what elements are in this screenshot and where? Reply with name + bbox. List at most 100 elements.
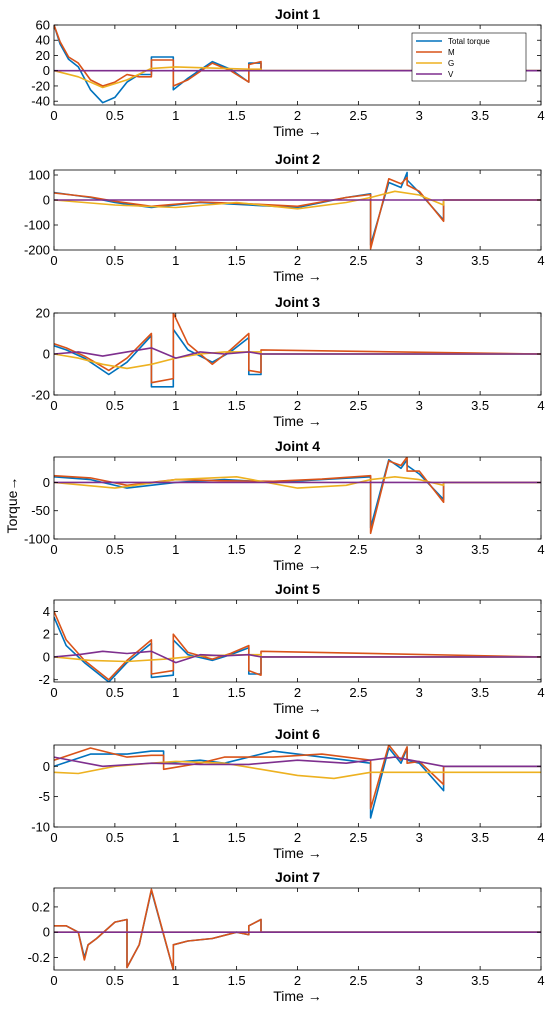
- series-line-total-torque: [54, 747, 541, 819]
- y-tick-label: 40: [36, 33, 50, 48]
- series-line-g: [54, 351, 541, 370]
- panel-title: Joint 2: [275, 151, 320, 167]
- panel-title: Joint 3: [275, 294, 320, 310]
- x-tick-label: 1: [172, 108, 179, 123]
- x-tick-label: 0: [50, 108, 57, 123]
- x-tick-label: 4: [537, 253, 544, 268]
- x-tick-label: 2: [294, 830, 301, 845]
- legend-label-g: G: [448, 59, 454, 68]
- legend-label-m: M: [448, 48, 455, 57]
- plot-area: [54, 888, 541, 970]
- panel-title: Joint 5: [275, 581, 320, 597]
- plot-area: [54, 745, 541, 827]
- y-tick-label: 4: [43, 604, 50, 619]
- x-tick-label: 4: [537, 108, 544, 123]
- x-tick-label: 4: [537, 398, 544, 413]
- x-tick-label: 1: [172, 398, 179, 413]
- x-axis-label: Time →: [273, 845, 321, 861]
- x-tick-label: 0.5: [106, 685, 124, 700]
- x-tick-label: 2: [294, 685, 301, 700]
- x-tick-label: 4: [537, 830, 544, 845]
- panel-title: Joint 1: [275, 6, 320, 22]
- x-tick-label: 0: [50, 253, 57, 268]
- x-tick-label: 1.5: [228, 685, 246, 700]
- x-tick-label: 1: [172, 253, 179, 268]
- y-tick-label: -10: [31, 820, 50, 835]
- y-tick-label: -200: [24, 243, 50, 258]
- panel-title: Joint 4: [275, 438, 320, 454]
- x-tick-label: 2.5: [349, 108, 367, 123]
- x-tick-label: 3.5: [471, 108, 489, 123]
- x-tick-label: 4: [537, 685, 544, 700]
- x-tick-label: 1: [172, 542, 179, 557]
- y-tick-label: -5: [38, 789, 50, 804]
- x-tick-label: 0.5: [106, 542, 124, 557]
- panel-title: Joint 7: [275, 869, 320, 885]
- series-line-g: [54, 66, 541, 89]
- series-group: [54, 888, 541, 970]
- panel-joint-4: Joint 4 0 0.5 1 1.5 2 2.5 3 3.5 4 -100 -50 0 Time →: [24, 438, 545, 573]
- y-tick-label: 60: [36, 18, 50, 33]
- panel-joint-1: Joint 10 0.5 1 1.5 2 2.5 3 3.5 4-40-200204060Tim…: [31, 6, 544, 139]
- x-tick-label: 3: [416, 973, 423, 988]
- x-tick-label: 1.5: [228, 398, 246, 413]
- x-tick-label: 2.5: [349, 398, 367, 413]
- x-tick-label: 0: [50, 398, 57, 413]
- x-tick-label: 3.5: [471, 685, 489, 700]
- series-group: [54, 313, 541, 388]
- x-tick-label: 2: [294, 542, 301, 557]
- series-group: [54, 25, 541, 104]
- x-axis-label: Time →: [273, 268, 321, 284]
- x-axis-label: Time →: [273, 700, 321, 716]
- x-tick-label: 3: [416, 542, 423, 557]
- x-axis-label: Time →: [273, 988, 321, 1004]
- panel-title: Joint 6: [275, 726, 320, 742]
- y-tick-label: -100: [24, 532, 50, 547]
- x-tick-label: 0: [50, 542, 57, 557]
- x-tick-label: 1: [172, 973, 179, 988]
- x-tick-label: 3: [416, 685, 423, 700]
- x-tick-label: 3: [416, 830, 423, 845]
- x-tick-label: 0: [50, 830, 57, 845]
- legend-label-total-torque: Total torque: [448, 37, 490, 46]
- x-tick-label: 1: [172, 685, 179, 700]
- y-tick-label: -2: [38, 672, 50, 687]
- x-tick-label: 2: [294, 973, 301, 988]
- x-tick-label: 2.5: [349, 253, 367, 268]
- series-line-v: [54, 756, 541, 768]
- series-line-v: [54, 650, 541, 664]
- x-tick-label: 2: [294, 398, 301, 413]
- x-tick-label: 3: [416, 253, 423, 268]
- plot-area: [54, 457, 541, 539]
- y-tick-label: 0: [43, 649, 50, 664]
- y-tick-label: 2: [43, 627, 50, 642]
- series-line-m: [54, 888, 541, 970]
- x-tick-label: 0.5: [106, 108, 124, 123]
- x-tick-label: 0.5: [106, 830, 124, 845]
- x-tick-label: 1.5: [228, 973, 246, 988]
- panel-joint-2: Joint 2 0 0.5 1 1.5 2 2.5 3 3.5 4 -200 -100 0 100 Time…: [24, 151, 545, 284]
- x-tick-label: 3.5: [471, 542, 489, 557]
- y-tick-label: -100: [24, 218, 50, 233]
- x-tick-label: 2.5: [349, 973, 367, 988]
- x-tick-label: 3: [416, 108, 423, 123]
- x-tick-label: 3.5: [471, 973, 489, 988]
- y-tick-label: 0: [43, 925, 50, 940]
- y-tick-label: -0.2: [28, 950, 50, 965]
- legend: Total torque MGV: [411, 32, 527, 82]
- x-tick-label: 0.5: [106, 973, 124, 988]
- y-tick-label: 20: [36, 306, 50, 321]
- x-tick-label: 1: [172, 830, 179, 845]
- x-tick-label: 1.5: [228, 108, 246, 123]
- x-tick-label: 2: [294, 108, 301, 123]
- panels-container: Joint 10 0.5 1 1.5 2 2.5 3 3.5 4-40-200204060Tim…: [24, 6, 545, 1004]
- legend-label-v: V: [448, 70, 454, 79]
- series-group: [54, 457, 541, 535]
- x-tick-label: 2.5: [349, 830, 367, 845]
- y-tick-label: 0: [43, 193, 50, 208]
- y-tick-label: 100: [28, 168, 50, 183]
